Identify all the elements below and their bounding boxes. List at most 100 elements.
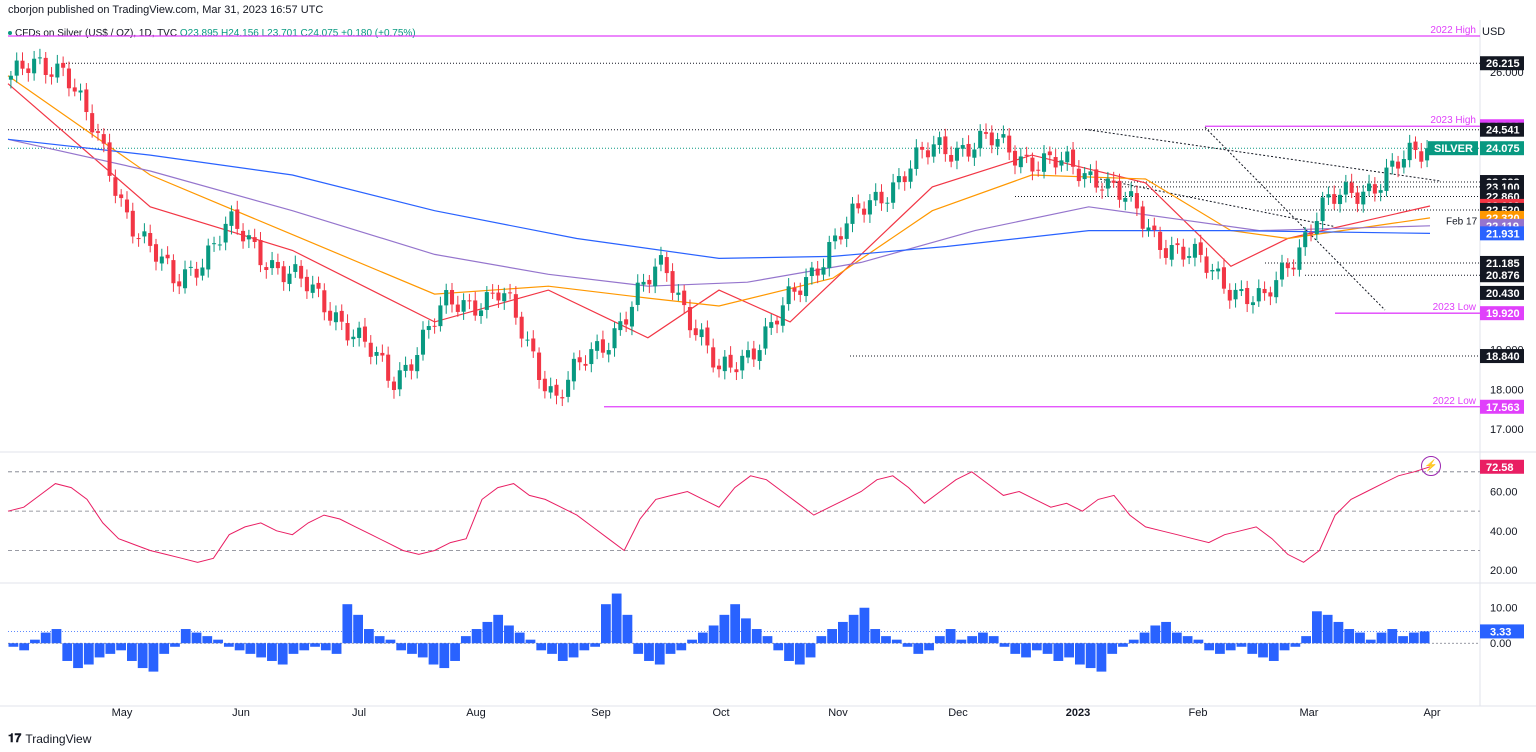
candle-body <box>1413 141 1418 151</box>
macd-bar <box>1118 643 1128 647</box>
macd-bar <box>83 643 94 665</box>
price-label-bg <box>1480 399 1524 414</box>
macd-bar <box>1182 636 1193 644</box>
x-tick-label: Sep <box>591 707 611 719</box>
candle-body <box>1245 287 1250 305</box>
candle-body <box>896 176 901 183</box>
macd-bar <box>202 636 213 644</box>
macd-bar <box>978 632 988 644</box>
macd-bar <box>827 629 837 644</box>
rsi-tick-label: 20.00 <box>1490 565 1518 577</box>
macd-bar <box>514 632 525 644</box>
candle-body <box>316 282 321 289</box>
candle-body <box>595 341 600 351</box>
legend-close: C24.075 <box>300 28 339 39</box>
candle-body <box>908 168 913 182</box>
candle-body <box>600 339 605 353</box>
macd-tick-label: 10.00 <box>1490 603 1518 615</box>
candle-body <box>1024 154 1029 156</box>
candle-body <box>1152 225 1157 230</box>
macd-bar <box>1247 643 1258 654</box>
x-tick-label: Jun <box>232 707 250 719</box>
candle-body <box>235 209 240 229</box>
symbol-legend[interactable]: CFDs on Silver (US$ / OZ), 1D, TVC O23.8… <box>8 28 416 39</box>
price-label-bg <box>1480 268 1524 283</box>
price-label: 20.430 <box>1486 288 1520 300</box>
candle-body <box>856 203 861 209</box>
macd-bar <box>1301 636 1311 644</box>
macd-bar <box>1010 643 1021 654</box>
macd-bar <box>1128 639 1139 644</box>
candle-body <box>136 238 141 240</box>
candle-body <box>792 287 797 292</box>
candle-body <box>1372 184 1377 194</box>
candle-body <box>920 146 925 150</box>
macd-bar <box>223 643 234 647</box>
candle-body <box>212 243 217 245</box>
candle-body <box>1146 227 1151 231</box>
macd-bar <box>159 643 170 654</box>
x-tick-label: Mar <box>1300 707 1319 719</box>
candle-body <box>1129 191 1134 197</box>
candle-body <box>769 322 774 328</box>
candle-body <box>1100 189 1105 191</box>
publish-info: cborjon published on TradingView.com, Ma… <box>8 4 324 16</box>
candle-body <box>188 266 193 268</box>
candle-body <box>554 384 559 396</box>
candle-body <box>1338 194 1343 205</box>
macd-bar <box>1215 643 1225 654</box>
price-label: 17.563 <box>1486 402 1520 414</box>
candle-body <box>66 68 71 89</box>
candle-body <box>827 242 832 269</box>
macd-bar <box>1021 643 1031 658</box>
macd-bar <box>1290 643 1301 647</box>
tradingview-footer[interactable]: 𝟏𝟕 TradingView <box>8 731 91 746</box>
macd-bar <box>353 614 363 644</box>
candle-body <box>1320 197 1325 222</box>
candle-body <box>1065 151 1070 163</box>
candle-body <box>90 113 95 133</box>
macd-value-bg <box>1480 624 1524 639</box>
candle-body <box>61 62 66 68</box>
macd-bar <box>773 643 784 651</box>
candle-body <box>1018 156 1023 168</box>
currency-label[interactable]: USD <box>1482 26 1506 38</box>
candle-body <box>194 268 199 278</box>
macd-bar <box>590 643 600 647</box>
macd-bar <box>396 643 407 651</box>
candle-body <box>1407 142 1412 161</box>
lightning-icon[interactable]: ⚡ <box>1421 456 1441 476</box>
candle-body <box>1268 292 1273 297</box>
candle-body <box>287 273 292 284</box>
candle-body <box>1198 242 1203 255</box>
candle-body <box>124 199 130 213</box>
candle-body <box>531 338 536 352</box>
macd-bar <box>267 643 277 661</box>
candle-body <box>687 307 693 331</box>
candle-body <box>995 139 1000 147</box>
macd-bar <box>730 604 741 644</box>
macd-bar <box>62 643 73 661</box>
candle-body <box>722 356 727 372</box>
price-label-bg <box>1480 141 1524 156</box>
candle-body <box>78 90 83 93</box>
x-tick-label: Oct <box>712 707 729 719</box>
candle-body <box>1059 160 1064 166</box>
candle-body <box>368 342 373 357</box>
moving-average-line <box>7 83 1431 339</box>
candle-body <box>1169 245 1174 260</box>
macd-bar <box>320 643 331 651</box>
macd-bar <box>277 643 288 665</box>
macd-bar <box>385 639 396 644</box>
macd-bar <box>407 643 417 654</box>
candle-body <box>1076 168 1081 182</box>
candle-body <box>299 265 304 279</box>
candle-body <box>508 292 513 294</box>
macd-bar <box>417 643 428 658</box>
macd-bar <box>428 643 439 665</box>
macd-bar <box>870 629 881 644</box>
macd-bar <box>1042 643 1053 654</box>
candle-body <box>844 223 849 239</box>
candle-body <box>1367 183 1372 192</box>
